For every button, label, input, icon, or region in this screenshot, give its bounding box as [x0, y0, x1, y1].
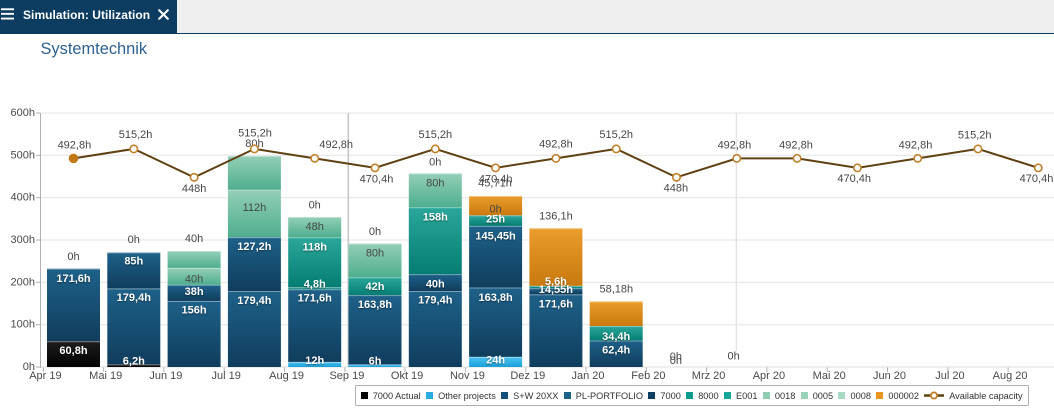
svg-text:492,8h: 492,8h	[539, 138, 573, 150]
svg-text:145,45h: 145,45h	[475, 230, 516, 242]
svg-text:12h: 12h	[305, 355, 324, 367]
svg-text:80h: 80h	[366, 248, 384, 260]
svg-text:118h: 118h	[302, 242, 327, 254]
svg-text:0h: 0h	[670, 355, 682, 367]
svg-text:179,4h: 179,4h	[237, 295, 272, 307]
svg-text:Mrz 20: Mrz 20	[692, 370, 726, 382]
svg-text:0h: 0h	[67, 251, 79, 263]
svg-text:14,55h: 14,55h	[539, 284, 574, 296]
svg-text:470,4h: 470,4h	[360, 173, 394, 185]
svg-text:40h: 40h	[185, 274, 203, 286]
svg-text:Nov 19: Nov 19	[450, 370, 485, 382]
svg-text:515,2h: 515,2h	[418, 129, 452, 141]
svg-text:42h: 42h	[366, 281, 385, 293]
svg-text:Okt 19: Okt 19	[391, 370, 423, 382]
svg-text:448h: 448h	[664, 182, 688, 194]
svg-text:40h: 40h	[426, 279, 445, 291]
svg-text:60,8h: 60,8h	[59, 345, 87, 357]
svg-text:0h: 0h	[429, 157, 441, 169]
svg-text:171,6h: 171,6h	[298, 293, 333, 305]
svg-text:300h: 300h	[11, 234, 35, 246]
svg-text:80h: 80h	[426, 178, 444, 190]
svg-text:500h: 500h	[11, 149, 35, 161]
svg-text:80h: 80h	[245, 138, 263, 150]
svg-text:6h: 6h	[369, 355, 382, 367]
svg-text:45,71h: 45,71h	[478, 178, 512, 190]
svg-text:470,4h: 470,4h	[1020, 173, 1054, 185]
svg-text:515,2h: 515,2h	[958, 129, 992, 141]
svg-text:163,8h: 163,8h	[358, 299, 393, 311]
svg-text:470,4h: 470,4h	[479, 174, 513, 186]
svg-text:0h: 0h	[489, 204, 501, 216]
svg-text:0h: 0h	[309, 200, 321, 212]
svg-text:179,4h: 179,4h	[117, 292, 152, 304]
svg-text:Jul 20: Jul 20	[935, 370, 964, 382]
svg-text:Dez 19: Dez 19	[510, 370, 545, 382]
svg-text:0h: 0h	[128, 234, 140, 246]
svg-text:48h: 48h	[306, 221, 324, 233]
svg-text:Jul 19: Jul 19	[212, 370, 241, 382]
svg-text:163,8h: 163,8h	[478, 292, 513, 304]
svg-text:171,6h: 171,6h	[539, 299, 574, 311]
svg-text:0h: 0h	[23, 361, 35, 373]
svg-text:158h: 158h	[423, 211, 448, 223]
svg-text:5,6h: 5,6h	[545, 276, 567, 288]
svg-text:100h: 100h	[11, 319, 35, 331]
svg-text:492,8h: 492,8h	[319, 139, 353, 151]
svg-text:448h: 448h	[182, 183, 206, 195]
svg-text:Mai 19: Mai 19	[89, 370, 122, 382]
svg-text:Feb 20: Feb 20	[631, 370, 665, 382]
svg-text:179,4h: 179,4h	[418, 295, 453, 307]
svg-text:0h: 0h	[727, 351, 739, 363]
svg-text:62,4h: 62,4h	[602, 345, 630, 357]
svg-text:Jun 19: Jun 19	[149, 370, 182, 382]
svg-text:600h: 600h	[11, 107, 35, 119]
svg-text:156h: 156h	[182, 305, 207, 317]
svg-text:470,4h: 470,4h	[837, 173, 871, 185]
svg-text:85h: 85h	[124, 256, 143, 268]
svg-text:34,4h: 34,4h	[602, 331, 630, 343]
svg-text:4,8h: 4,8h	[304, 279, 326, 291]
svg-text:0h: 0h	[670, 351, 682, 363]
svg-text:Mai 20: Mai 20	[813, 370, 846, 382]
svg-text:136,1h: 136,1h	[539, 211, 573, 223]
svg-text:492,8h: 492,8h	[779, 140, 813, 152]
svg-text:Apr 20: Apr 20	[753, 370, 785, 382]
svg-text:6,2h: 6,2h	[123, 356, 145, 368]
svg-text:515,2h: 515,2h	[119, 129, 153, 141]
svg-text:492,8h: 492,8h	[899, 140, 933, 152]
svg-text:24h: 24h	[486, 355, 505, 367]
svg-text:58,18h: 58,18h	[599, 284, 633, 296]
svg-text:Aug 20: Aug 20	[993, 370, 1028, 382]
svg-text:38h: 38h	[185, 286, 204, 298]
svg-text:Jun 20: Jun 20	[873, 370, 906, 382]
svg-text:200h: 200h	[11, 276, 35, 288]
svg-text:Sep 19: Sep 19	[329, 370, 364, 382]
svg-text:492,8h: 492,8h	[58, 140, 92, 152]
svg-text:0h: 0h	[369, 226, 381, 238]
svg-text:400h: 400h	[11, 192, 35, 204]
svg-text:Aug 19: Aug 19	[269, 370, 304, 382]
svg-text:112h: 112h	[243, 202, 267, 214]
svg-text:Jan 20: Jan 20	[571, 370, 604, 382]
svg-text:171,6h: 171,6h	[56, 273, 91, 285]
svg-text:Apr 19: Apr 19	[29, 370, 61, 382]
svg-text:40h: 40h	[185, 233, 203, 245]
svg-text:492,8h: 492,8h	[718, 140, 752, 152]
svg-text:515,2h: 515,2h	[238, 127, 272, 139]
svg-text:25h: 25h	[486, 214, 505, 226]
svg-text:515,2h: 515,2h	[599, 129, 633, 141]
svg-text:127,2h: 127,2h	[237, 241, 272, 253]
